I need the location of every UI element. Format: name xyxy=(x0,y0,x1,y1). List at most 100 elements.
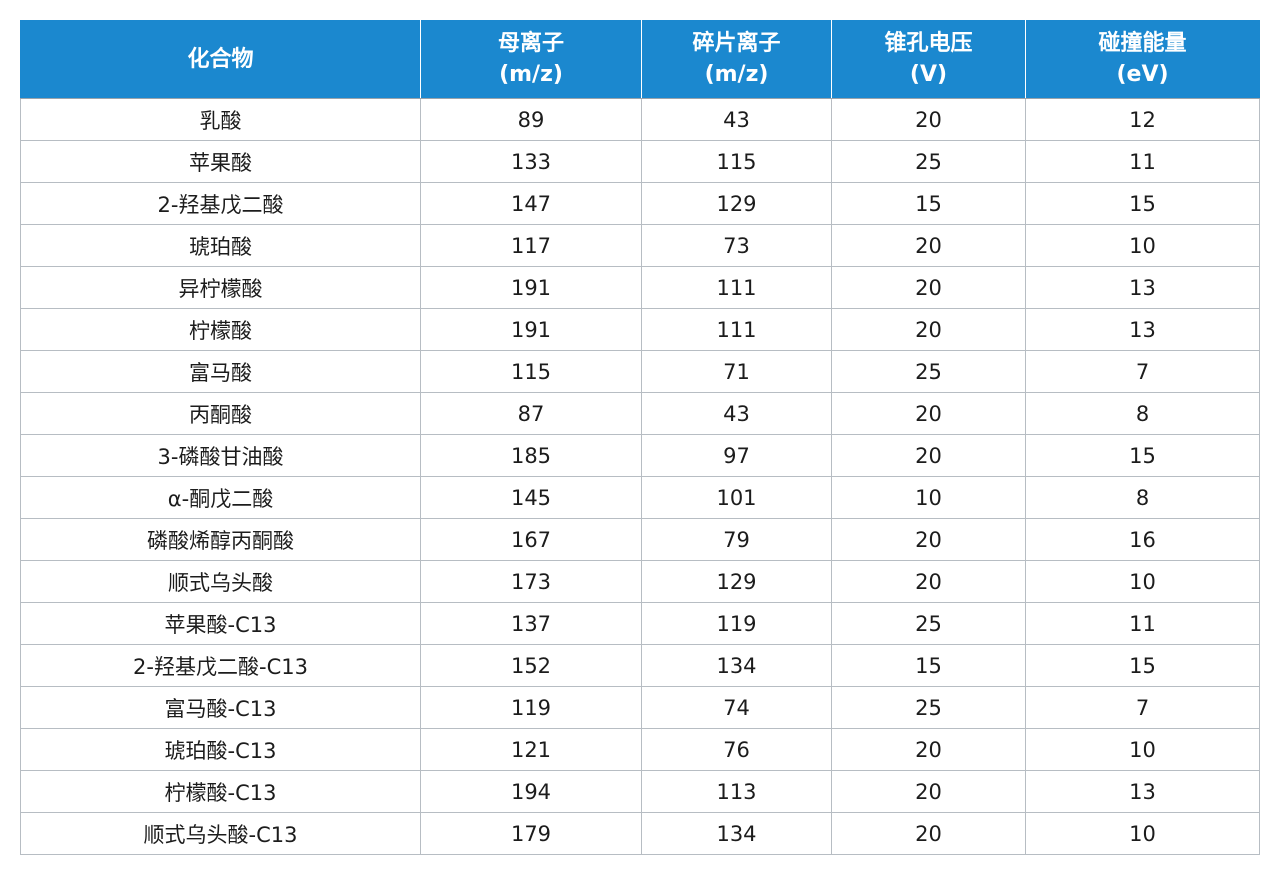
parent-ion-cell: 152 xyxy=(420,644,642,687)
parent-ion-cell: 167 xyxy=(420,518,642,561)
compound-parameters-table: 化合物 母离子 (m/z) 碎片离子 (m/z) 锥孔电压 (V) 碰撞能量 (… xyxy=(20,20,1260,855)
header-cone-voltage-label: 锥孔电压 xyxy=(884,31,973,56)
compound-cell: 柠檬酸-C13 xyxy=(20,770,421,813)
header-fragment-ion: 碎片离子 (m/z) xyxy=(641,20,832,99)
fragment-ion-cell: 74 xyxy=(641,686,832,729)
compound-cell: 3-磷酸甘油酸 xyxy=(20,434,421,477)
cone-voltage-cell: 10 xyxy=(831,476,1026,519)
collision-energy-cell: 8 xyxy=(1025,392,1260,435)
parent-ion-cell: 119 xyxy=(420,686,642,729)
compound-cell: 柠檬酸 xyxy=(20,308,421,351)
fragment-ion-cell: 43 xyxy=(641,392,832,435)
parent-ion-cell: 147 xyxy=(420,182,642,225)
header-parent-ion-label: 母离子 xyxy=(497,31,564,56)
cone-voltage-cell: 25 xyxy=(831,602,1026,645)
table-header: 化合物 母离子 (m/z) 碎片离子 (m/z) 锥孔电压 (V) 碰撞能量 (… xyxy=(20,20,1260,99)
fragment-ion-cell: 73 xyxy=(641,224,832,267)
cone-voltage-cell: 20 xyxy=(831,266,1026,309)
cone-voltage-cell: 20 xyxy=(831,560,1026,603)
table-body: 乳酸 89 43 20 12 苹果酸 133 115 25 11 2-羟基戊二酸 147 129 15 15… xyxy=(20,98,1260,855)
fragment-ion-cell: 134 xyxy=(641,812,832,855)
compound-cell: 富马酸-C13 xyxy=(20,686,421,729)
data-table-container: 化合物 母离子 (m/z) 碎片离子 (m/z) 锥孔电压 (V) 碰撞能量 (… xyxy=(20,20,1260,855)
fragment-ion-cell: 79 xyxy=(641,518,832,561)
compound-cell: 乳酸 xyxy=(20,98,421,141)
table-row: 苹果酸 133 115 25 11 xyxy=(20,140,1260,183)
table-row: 富马酸-C13 119 74 25 7 xyxy=(20,686,1260,729)
fragment-ion-cell: 113 xyxy=(641,770,832,813)
collision-energy-cell: 11 xyxy=(1025,602,1260,645)
compound-cell: 顺式乌头酸-C13 xyxy=(20,812,421,855)
fragment-ion-cell: 119 xyxy=(641,602,832,645)
compound-cell: 琥珀酸-C13 xyxy=(20,728,421,771)
cone-voltage-cell: 20 xyxy=(831,434,1026,477)
parent-ion-cell: 117 xyxy=(420,224,642,267)
fragment-ion-cell: 115 xyxy=(641,140,832,183)
table-row: 柠檬酸-C13 194 113 20 13 xyxy=(20,770,1260,813)
fragment-ion-cell: 129 xyxy=(641,182,832,225)
table-row: α-酮戊二酸 145 101 10 8 xyxy=(20,476,1260,519)
table-row: 琥珀酸-C13 121 76 20 10 xyxy=(20,728,1260,771)
parent-ion-cell: 121 xyxy=(420,728,642,771)
cone-voltage-cell: 20 xyxy=(831,308,1026,351)
table-row: 琥珀酸 117 73 20 10 xyxy=(20,224,1260,267)
cone-voltage-cell: 20 xyxy=(831,812,1026,855)
table-row: 2-羟基戊二酸-C13 152 134 15 15 xyxy=(20,644,1260,687)
compound-cell: 苹果酸 xyxy=(20,140,421,183)
parent-ion-cell: 173 xyxy=(420,560,642,603)
collision-energy-cell: 13 xyxy=(1025,770,1260,813)
fragment-ion-cell: 76 xyxy=(641,728,832,771)
parent-ion-cell: 185 xyxy=(420,434,642,477)
fragment-ion-cell: 71 xyxy=(641,350,832,393)
compound-cell: 苹果酸-C13 xyxy=(20,602,421,645)
header-collision-energy-unit: (eV) xyxy=(1116,62,1169,87)
cone-voltage-cell: 20 xyxy=(831,518,1026,561)
compound-cell: 2-羟基戊二酸 xyxy=(20,182,421,225)
collision-energy-cell: 15 xyxy=(1025,182,1260,225)
table-row: 顺式乌头酸-C13 179 134 20 10 xyxy=(20,812,1260,855)
header-collision-energy-label: 碰撞能量 xyxy=(1098,31,1187,56)
collision-energy-cell: 8 xyxy=(1025,476,1260,519)
compound-cell: 琥珀酸 xyxy=(20,224,421,267)
collision-energy-cell: 10 xyxy=(1025,728,1260,771)
parent-ion-cell: 194 xyxy=(420,770,642,813)
header-parent-ion-unit: (m/z) xyxy=(499,62,563,87)
table-row: 顺式乌头酸 173 129 20 10 xyxy=(20,560,1260,603)
collision-energy-cell: 11 xyxy=(1025,140,1260,183)
parent-ion-cell: 133 xyxy=(420,140,642,183)
header-cone-voltage: 锥孔电压 (V) xyxy=(831,20,1026,99)
cone-voltage-cell: 15 xyxy=(831,644,1026,687)
header-compound-label: 化合物 xyxy=(187,46,254,72)
fragment-ion-cell: 97 xyxy=(641,434,832,477)
header-collision-energy: 碰撞能量 (eV) xyxy=(1025,20,1260,99)
table-row: 富马酸 115 71 25 7 xyxy=(20,350,1260,393)
cone-voltage-cell: 15 xyxy=(831,182,1026,225)
fragment-ion-cell: 111 xyxy=(641,266,832,309)
collision-energy-cell: 10 xyxy=(1025,812,1260,855)
table-row: 苹果酸-C13 137 119 25 11 xyxy=(20,602,1260,645)
cone-voltage-cell: 20 xyxy=(831,98,1026,141)
cone-voltage-cell: 20 xyxy=(831,224,1026,267)
cone-voltage-cell: 20 xyxy=(831,728,1026,771)
compound-cell: 2-羟基戊二酸-C13 xyxy=(20,644,421,687)
parent-ion-cell: 137 xyxy=(420,602,642,645)
compound-cell: α-酮戊二酸 xyxy=(20,476,421,519)
fragment-ion-cell: 129 xyxy=(641,560,832,603)
collision-energy-cell: 16 xyxy=(1025,518,1260,561)
header-cone-voltage-unit: (V) xyxy=(909,62,948,87)
collision-energy-cell: 7 xyxy=(1025,350,1260,393)
cone-voltage-cell: 25 xyxy=(831,140,1026,183)
collision-energy-cell: 15 xyxy=(1025,434,1260,477)
header-fragment-ion-unit: (m/z) xyxy=(704,62,769,87)
table-row: 磷酸烯醇丙酮酸 167 79 20 16 xyxy=(20,518,1260,561)
compound-cell: 异柠檬酸 xyxy=(20,266,421,309)
table-row: 丙酮酸 87 43 20 8 xyxy=(20,392,1260,435)
header-fragment-ion-label: 碎片离子 xyxy=(692,31,781,56)
parent-ion-cell: 179 xyxy=(420,812,642,855)
parent-ion-cell: 89 xyxy=(420,98,642,141)
parent-ion-cell: 115 xyxy=(420,350,642,393)
collision-energy-cell: 13 xyxy=(1025,308,1260,351)
collision-energy-cell: 10 xyxy=(1025,224,1260,267)
parent-ion-cell: 191 xyxy=(420,308,642,351)
collision-energy-cell: 10 xyxy=(1025,560,1260,603)
